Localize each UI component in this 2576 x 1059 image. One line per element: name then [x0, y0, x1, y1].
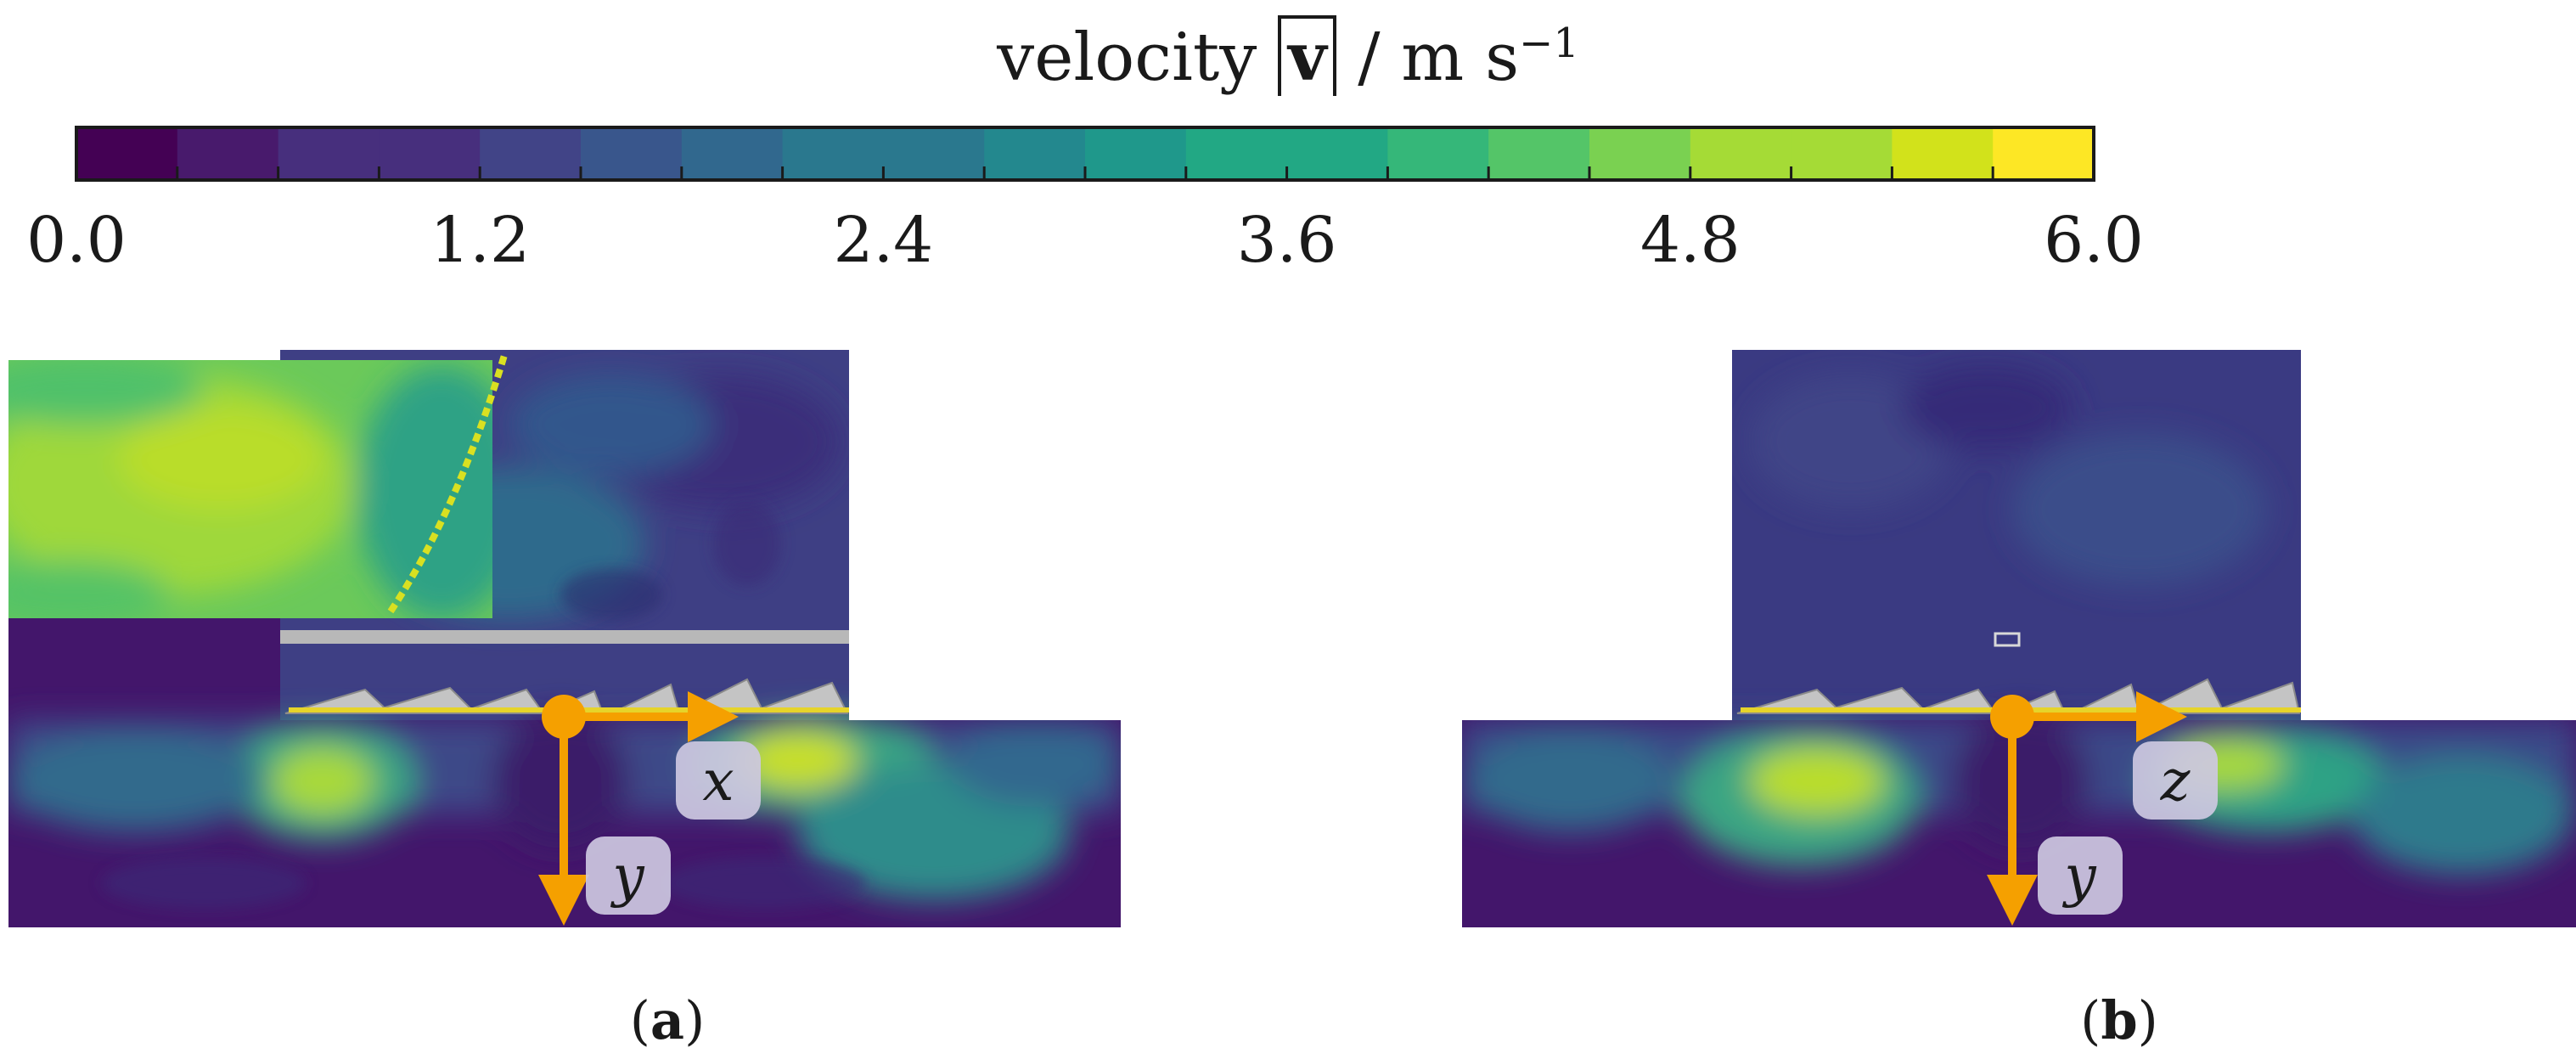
colorbar-blocks — [76, 127, 2095, 180]
origin-dot-b — [1990, 695, 2034, 739]
colorbar — [75, 126, 2095, 182]
colorbar-level — [681, 127, 784, 180]
axis-arrows-b — [1987, 691, 2187, 926]
colorbar-level — [1589, 127, 1691, 180]
axis-label-z: z — [2133, 741, 2218, 820]
colorbar-tick-label: 3.6 — [1236, 204, 1337, 277]
colorbar-tick-label: 4.8 — [1640, 204, 1741, 277]
colorbar-level — [1085, 127, 1187, 180]
y-arrow-head — [538, 875, 589, 926]
colorbar-level — [1387, 127, 1490, 180]
axis-label-x: x — [676, 741, 761, 820]
colorbar-level — [782, 127, 885, 180]
axis-label-y: y — [586, 836, 671, 915]
colorbar-frame — [75, 126, 2095, 182]
x-arrow-head — [688, 691, 739, 742]
colorbar-tick-label: 2.4 — [833, 204, 934, 277]
axis-label-y-b: y — [2038, 836, 2123, 915]
colorbar-level — [883, 127, 986, 180]
colorbar-level — [76, 127, 178, 180]
origin-dot — [542, 695, 586, 739]
colorbar-tick-label: 6.0 — [2044, 204, 2144, 277]
colorbar-level — [379, 127, 481, 180]
colorbar-level — [1791, 127, 1893, 180]
colorbar-level — [1488, 127, 1590, 180]
colorbar-level — [1185, 127, 1288, 180]
colorbar-level — [1286, 127, 1389, 180]
colorbar-level — [984, 127, 1086, 180]
colorbar-level — [278, 127, 380, 180]
colorbar-tick-label: 0.0 — [26, 204, 127, 277]
colorbar-level — [1892, 127, 1994, 180]
z-arrow-head — [2136, 691, 2187, 742]
colorbar-level — [480, 127, 582, 180]
colorbar-level — [1690, 127, 1792, 180]
axis-arrows-a — [538, 691, 739, 926]
y-arrow-head-b — [1987, 875, 2038, 926]
panel-label-a: (a) — [629, 989, 706, 1051]
support-plate — [280, 630, 849, 644]
velocity-symbol: v — [1278, 15, 1337, 96]
colorbar-level — [581, 127, 683, 180]
colorbar-title: velocity v / m s−1 — [0, 15, 2576, 96]
panel-b-field — [1462, 350, 2576, 927]
colorbar-level — [1993, 127, 2095, 180]
colorbar-tick-label: 1.2 — [430, 204, 531, 277]
colorbar-level — [177, 127, 279, 180]
panel-label-b: (b) — [2080, 989, 2158, 1051]
colorbar-ticks — [176, 166, 1994, 180]
